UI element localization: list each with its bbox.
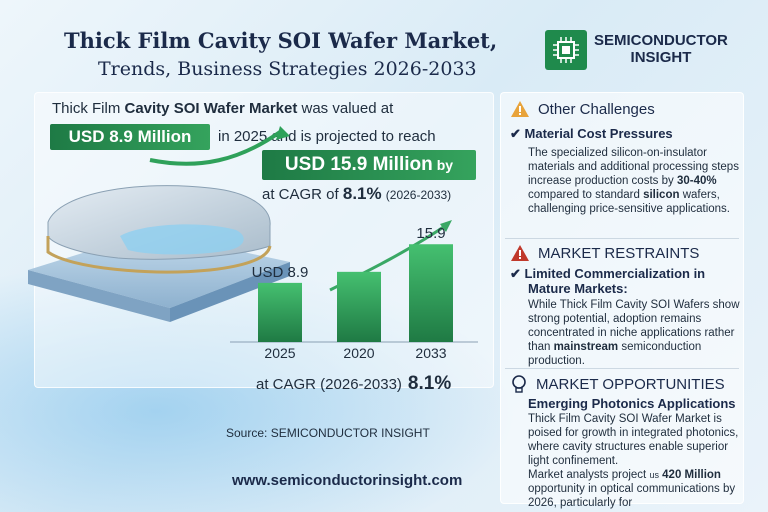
value-2033: USD 15.9 Million [284,154,433,175]
intro-bold: Cavity SOI Wafer Market [124,100,298,117]
opportunities-title: MARKET OPPORTUNITIES [536,375,725,393]
brand-line1: SEMICONDUCTOR [594,32,728,49]
challenges-body-pre: The specialized silicon-on-insulator mat… [528,147,739,187]
opportunities-sub: Emerging Photonics Applications [528,396,736,411]
challenges-body-mid: compared to standard [528,189,644,201]
intro-prefix: Thick Film [52,100,125,117]
restraints-sub: ✔ Limited Commercialization in Mature Ma… [510,266,705,296]
source-note: Source: SEMICONDUCTOR INSIGHT [226,426,430,440]
restraints-sub-line2: Mature Markets: [528,281,628,296]
page-title: Thick Film Cavity SOI Wafer Market, [64,28,498,53]
challenges-sub-label: Material Cost Pressures [524,126,673,141]
checkmark-icon: ✔ [510,266,521,281]
cagr-prefix: at CAGR of [262,186,343,203]
restraints-body: While Thick Film Cavity SOI Wafers show … [528,298,742,368]
challenges-title: Other Challenges [538,100,655,118]
page-subtitle: Trends, Business Strategies 2026-2033 [98,58,477,80]
challenges-heading: Other Challenges [510,100,655,118]
warning-icon [511,101,529,117]
restraints-title: MARKET RESTRAINTS [538,244,700,262]
restraints-heading: MARKET RESTRAINTS [510,244,699,262]
cagr-bottom-label: at CAGR (2026-2033) [256,376,402,393]
brand-line2: INSIGHT [630,49,692,66]
challenges-body: The specialized silicon-on-insulator mat… [528,146,742,216]
intro-text: Thick Film Cavity SOI Wafer Market was v… [52,100,393,117]
alert-icon [511,245,529,261]
challenges-body-post: wafers, challenging price-sensitive appl… [528,189,731,215]
insights-panel [500,92,744,504]
opportunities-body2-post: opportunity in optical communications by… [528,483,736,509]
value-2025-badge: USD 8.9 Million [50,124,210,150]
challenges-body-bold1: 30-40% [676,175,717,187]
opportunities-body2-bold: 420 Million [662,469,721,481]
opportunities-body: Thick Film Cavity SOI Wafer Market is po… [528,412,742,510]
section-divider [505,368,739,369]
projection-text: in 2025 and is projected to reach [218,128,436,145]
brand-logo-text: SEMICONDUCTOR INSIGHT [594,32,728,66]
cagr-value: 8.1% [342,184,382,203]
restraints-body-bold: mainstream [553,341,619,353]
cagr-summary: at CAGR (2026-2033) 8.1% [256,373,451,395]
restraints-sub-line1: Limited Commercialization in [524,266,706,281]
intro-suffix: was valued at [297,100,394,117]
challenges-sub: ✔ Material Cost Pressures [510,126,673,142]
opportunities-body2-small: us [649,470,659,480]
value-2033-badge: USD 15.9 Million by [262,150,476,180]
checkmark-icon: ✔ [510,126,521,141]
restraints-body-pre: While Thick Film Cavity SOI Wafers show … [528,299,740,353]
cagr-years: (2026-2033) [385,188,452,202]
chip-logo-icon [545,30,587,70]
cagr-bottom-value: 8.1% [407,373,452,394]
opportunities-body2-pre: Market analysts project [528,469,650,481]
challenges-body-bold2: silicon [643,189,680,201]
opportunities-heading: MARKET OPPORTUNITIES [510,374,725,394]
value-2033-suffix: by [436,157,454,173]
website-link[interactable]: www.semiconductorinsight.com [232,472,463,489]
restraints-body-post: semiconduction production. [528,341,702,367]
section-divider [505,238,739,239]
opportunities-body1: Thick Film Cavity SOI Wafer Market is po… [528,413,739,467]
lightbulb-icon [512,375,526,393]
opportunities-body2: Market analysts project us 420 Million o… [528,468,742,510]
cagr-line: at CAGR of 8.1% (2026-2033) [262,184,451,204]
